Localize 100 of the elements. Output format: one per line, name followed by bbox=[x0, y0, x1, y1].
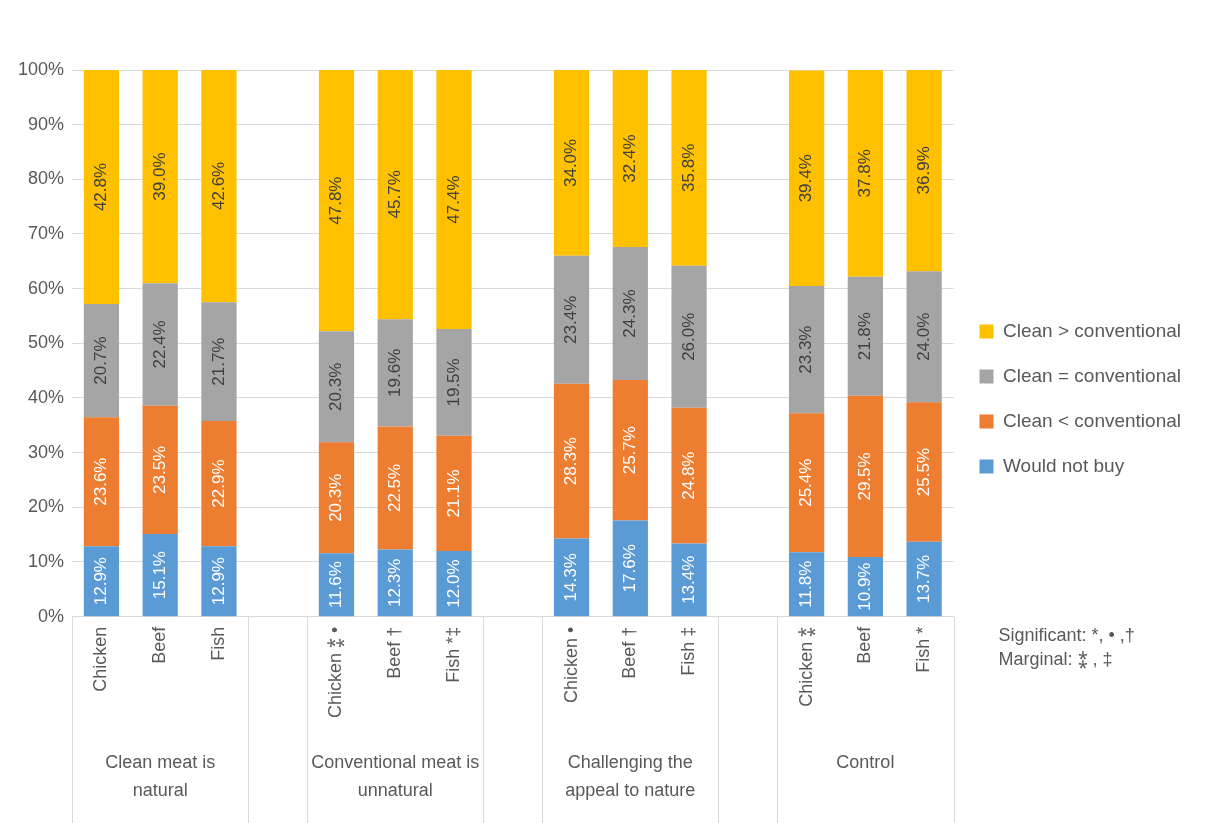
bar bbox=[201, 302, 237, 421]
bar bbox=[142, 534, 178, 617]
bar bbox=[788, 285, 825, 414]
data-label: 34.0% bbox=[561, 138, 581, 188]
data-label: 24.8% bbox=[678, 451, 698, 500]
bar bbox=[671, 407, 707, 544]
data-label: 23.5% bbox=[149, 445, 169, 494]
y-tick-label: 10% bbox=[28, 550, 65, 571]
legend-label: Would not buy bbox=[1003, 454, 1125, 476]
bar bbox=[671, 265, 707, 408]
data-label: 23.4% bbox=[561, 295, 581, 344]
y-tick-label: 0% bbox=[38, 605, 65, 626]
bar bbox=[612, 379, 648, 521]
data-label: 45.7% bbox=[384, 170, 404, 219]
y-tick-label: 30% bbox=[28, 441, 65, 462]
data-label: 29.5% bbox=[855, 452, 875, 501]
y-tick-label: 50% bbox=[28, 332, 65, 353]
x-tick-label: Chicken ⁑ • bbox=[325, 626, 346, 719]
data-label: 26.0% bbox=[678, 312, 698, 361]
bar bbox=[377, 426, 413, 550]
data-label: 39.0% bbox=[149, 152, 169, 201]
y-tick-label: 80% bbox=[28, 168, 65, 189]
bar bbox=[201, 420, 237, 547]
bar bbox=[201, 546, 237, 617]
data-label: 13.4% bbox=[678, 555, 698, 604]
data-label: 24.0% bbox=[913, 312, 933, 361]
bar bbox=[436, 329, 472, 436]
data-label: 42.6% bbox=[208, 161, 228, 210]
x-tick-label: Beef bbox=[149, 625, 170, 664]
y-tick-label: 90% bbox=[28, 113, 65, 134]
bar bbox=[436, 70, 472, 330]
data-label: 36.9% bbox=[913, 146, 933, 195]
data-label: 21.8% bbox=[855, 312, 875, 361]
bar bbox=[436, 551, 472, 617]
x-tick-label: Chicken ⁑ bbox=[795, 626, 816, 707]
data-label: 42.8% bbox=[91, 162, 111, 212]
data-label: 22.5% bbox=[384, 463, 404, 513]
bar bbox=[436, 435, 472, 552]
data-label: 10.9% bbox=[855, 562, 875, 611]
data-label: 19.5% bbox=[443, 358, 463, 407]
bar bbox=[553, 255, 590, 384]
data-label: 22.9% bbox=[208, 459, 228, 508]
text: Significant: *, • ,† bbox=[998, 624, 1135, 645]
data-label: 24.3% bbox=[619, 289, 639, 338]
data-label: 25.5% bbox=[913, 447, 933, 497]
y-tick-label: 40% bbox=[28, 386, 65, 407]
data-label: 12.3% bbox=[384, 558, 404, 607]
bar bbox=[318, 442, 355, 554]
text: Clean meat is natural bbox=[105, 751, 216, 800]
bar bbox=[553, 70, 590, 256]
bar bbox=[847, 70, 883, 277]
data-label: 12.9% bbox=[208, 557, 228, 606]
data-label: 35.8% bbox=[678, 143, 698, 192]
data-label: 11.6% bbox=[326, 561, 346, 609]
bar bbox=[142, 283, 178, 406]
data-label: 21.1% bbox=[443, 469, 463, 518]
bar bbox=[906, 70, 942, 272]
data-label: 11.8% bbox=[796, 560, 816, 608]
bar bbox=[671, 543, 707, 617]
y-tick-label: 60% bbox=[28, 277, 65, 298]
bar bbox=[318, 70, 355, 332]
y-tick-label: 20% bbox=[28, 496, 65, 517]
legend-label: Clean = conventional bbox=[1003, 364, 1182, 386]
y-tick-label: 70% bbox=[28, 222, 65, 243]
data-label: 37.8% bbox=[855, 149, 875, 198]
text: Conventional meat is unnatural bbox=[311, 751, 480, 800]
legend-label: Clean < conventional bbox=[1003, 409, 1182, 431]
bar bbox=[553, 383, 590, 539]
data-label: 47.8% bbox=[326, 176, 346, 225]
data-label: 25.4% bbox=[796, 458, 816, 507]
data-label: 19.6% bbox=[384, 348, 404, 397]
bar bbox=[83, 417, 120, 547]
data-label: 47.4% bbox=[443, 175, 463, 224]
data-label: 32.4% bbox=[619, 134, 639, 183]
text: Control bbox=[836, 751, 895, 772]
bar bbox=[788, 413, 825, 553]
bar bbox=[788, 70, 825, 286]
data-label: 20.3% bbox=[326, 362, 346, 411]
x-tick-label: Chicken bbox=[90, 626, 111, 692]
bar bbox=[906, 271, 942, 403]
x-tick-label: Fish *‡ bbox=[442, 626, 463, 683]
x-tick-label: Fish bbox=[207, 626, 228, 661]
bar bbox=[377, 319, 413, 427]
bar bbox=[201, 70, 237, 303]
text: Challenging the appeal to nature bbox=[565, 751, 696, 800]
bar bbox=[612, 70, 648, 248]
bar bbox=[671, 70, 707, 266]
data-label: 14.3% bbox=[561, 553, 581, 602]
bar bbox=[612, 520, 648, 617]
x-tick-label: Fish * bbox=[913, 626, 934, 673]
data-label: 23.6% bbox=[91, 457, 111, 506]
y-tick-label: 100% bbox=[17, 58, 65, 79]
x-tick-label: Chicken • bbox=[560, 626, 581, 704]
x-tick-label: Beef bbox=[854, 625, 875, 664]
bar bbox=[83, 303, 120, 418]
bar bbox=[847, 395, 883, 558]
bar bbox=[142, 405, 178, 535]
bar bbox=[318, 331, 355, 443]
text: Marginal: ⁑ , ‡ bbox=[998, 648, 1113, 669]
data-label: 20.3% bbox=[326, 473, 346, 522]
